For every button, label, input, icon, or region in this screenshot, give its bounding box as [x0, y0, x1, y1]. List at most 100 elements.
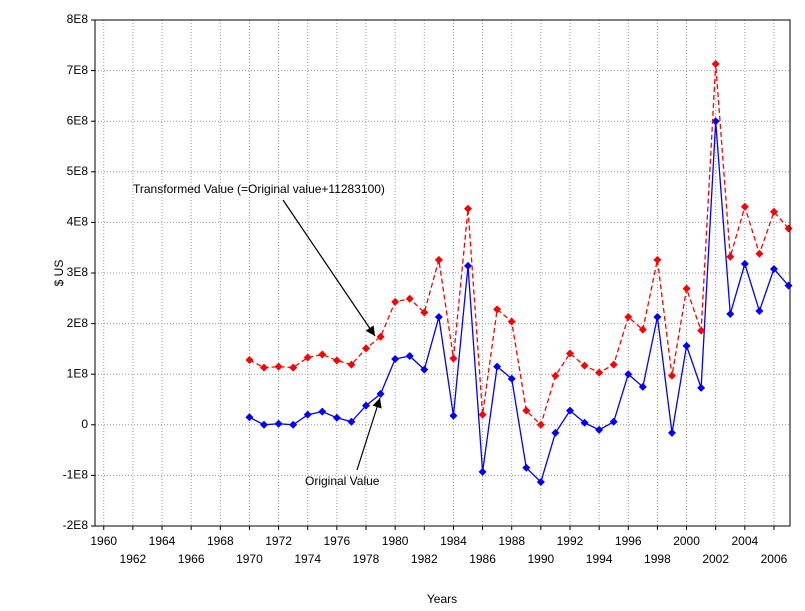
data-point	[303, 353, 312, 362]
annotation-arrow	[282, 199, 376, 337]
data-point	[362, 401, 371, 410]
data-point	[493, 305, 502, 314]
data-point	[332, 413, 341, 422]
x-tick-label: 1970	[236, 552, 263, 566]
data-point	[434, 255, 443, 264]
y-tick-label: 8E8	[67, 12, 89, 26]
data-point	[740, 259, 749, 268]
data-point	[318, 350, 327, 359]
data-point	[784, 281, 793, 290]
data-point	[463, 261, 472, 270]
data-point	[711, 60, 720, 69]
data-point	[667, 428, 676, 437]
data-point	[289, 420, 298, 429]
data-point	[507, 374, 516, 383]
x-tick-label: 1978	[353, 552, 380, 566]
x-tick-label: 1994	[586, 552, 613, 566]
data-point	[595, 425, 604, 434]
annotation-arrow	[356, 397, 382, 471]
data-point	[245, 356, 254, 365]
data-point	[769, 264, 778, 273]
data-point	[376, 332, 385, 341]
data-point	[478, 410, 487, 419]
data-point	[653, 313, 662, 322]
y-tick-label: 1E8	[67, 366, 89, 380]
data-point	[667, 371, 676, 380]
data-point	[551, 428, 560, 437]
annotation: Original Value	[305, 474, 380, 488]
data-point	[274, 419, 283, 428]
data-point	[624, 313, 633, 322]
x-tick-label: 1986	[469, 552, 496, 566]
data-point	[391, 297, 400, 306]
data-point	[769, 207, 778, 216]
data-point	[260, 363, 269, 372]
data-point	[274, 362, 283, 371]
data-point	[507, 317, 516, 326]
data-point	[536, 477, 545, 486]
data-point	[347, 417, 356, 426]
data-point	[565, 349, 574, 358]
y-tick-label: 3E8	[67, 265, 89, 279]
data-point	[260, 420, 269, 429]
data-point	[332, 356, 341, 365]
data-point	[580, 361, 589, 370]
y-tick-label: 7E8	[67, 63, 89, 77]
data-point	[493, 362, 502, 371]
x-tick-label: 1968	[207, 534, 234, 548]
data-point	[580, 418, 589, 427]
data-point	[638, 382, 647, 391]
data-point	[289, 363, 298, 372]
data-point	[726, 252, 735, 261]
x-tick-label: 1962	[120, 552, 147, 566]
x-tick-label: 1974	[294, 552, 321, 566]
data-point	[711, 117, 720, 126]
data-point	[420, 365, 429, 374]
data-point	[522, 406, 531, 415]
x-tick-label: 1988	[498, 534, 525, 548]
data-point	[697, 383, 706, 392]
x-tick-label: 1992	[557, 534, 584, 548]
y-tick-label: -1E8	[63, 468, 89, 482]
x-tick-label: 1966	[178, 552, 205, 566]
y-axis-title: $ US	[52, 260, 66, 287]
data-point	[565, 406, 574, 415]
data-point	[391, 355, 400, 364]
data-point	[536, 420, 545, 429]
data-point	[697, 326, 706, 335]
y-tick-label: 2E8	[67, 316, 89, 330]
x-tick-label: 1980	[382, 534, 409, 548]
data-point	[318, 407, 327, 416]
data-point	[449, 354, 458, 363]
data-point	[682, 341, 691, 350]
y-tick-label: 5E8	[67, 164, 89, 178]
data-point	[420, 308, 429, 317]
data-point	[376, 389, 385, 398]
data-point	[405, 351, 414, 360]
data-point	[245, 413, 254, 422]
data-point	[449, 411, 458, 420]
y-tick-label: 4E8	[67, 215, 89, 229]
data-point	[726, 309, 735, 318]
x-tick-label: 2000	[673, 534, 700, 548]
x-tick-label: 1990	[527, 552, 554, 566]
data-point	[609, 360, 618, 369]
data-point	[478, 467, 487, 476]
data-point	[609, 417, 618, 426]
data-point	[405, 294, 414, 303]
y-tick-label: 0	[81, 417, 88, 431]
x-tick-label: 2004	[731, 534, 758, 548]
data-point	[682, 284, 691, 293]
x-tick-label: 1964	[149, 534, 176, 548]
x-tick-label: 2002	[702, 552, 729, 566]
data-point	[463, 204, 472, 213]
x-axis-title: Years	[427, 592, 457, 606]
x-tick-label: 1960	[90, 534, 117, 548]
x-tick-label: 1998	[644, 552, 671, 566]
x-tick-label: 2006	[761, 552, 788, 566]
data-point	[624, 370, 633, 379]
data-point	[595, 368, 604, 377]
data-point	[347, 360, 356, 369]
data-point	[653, 255, 662, 264]
